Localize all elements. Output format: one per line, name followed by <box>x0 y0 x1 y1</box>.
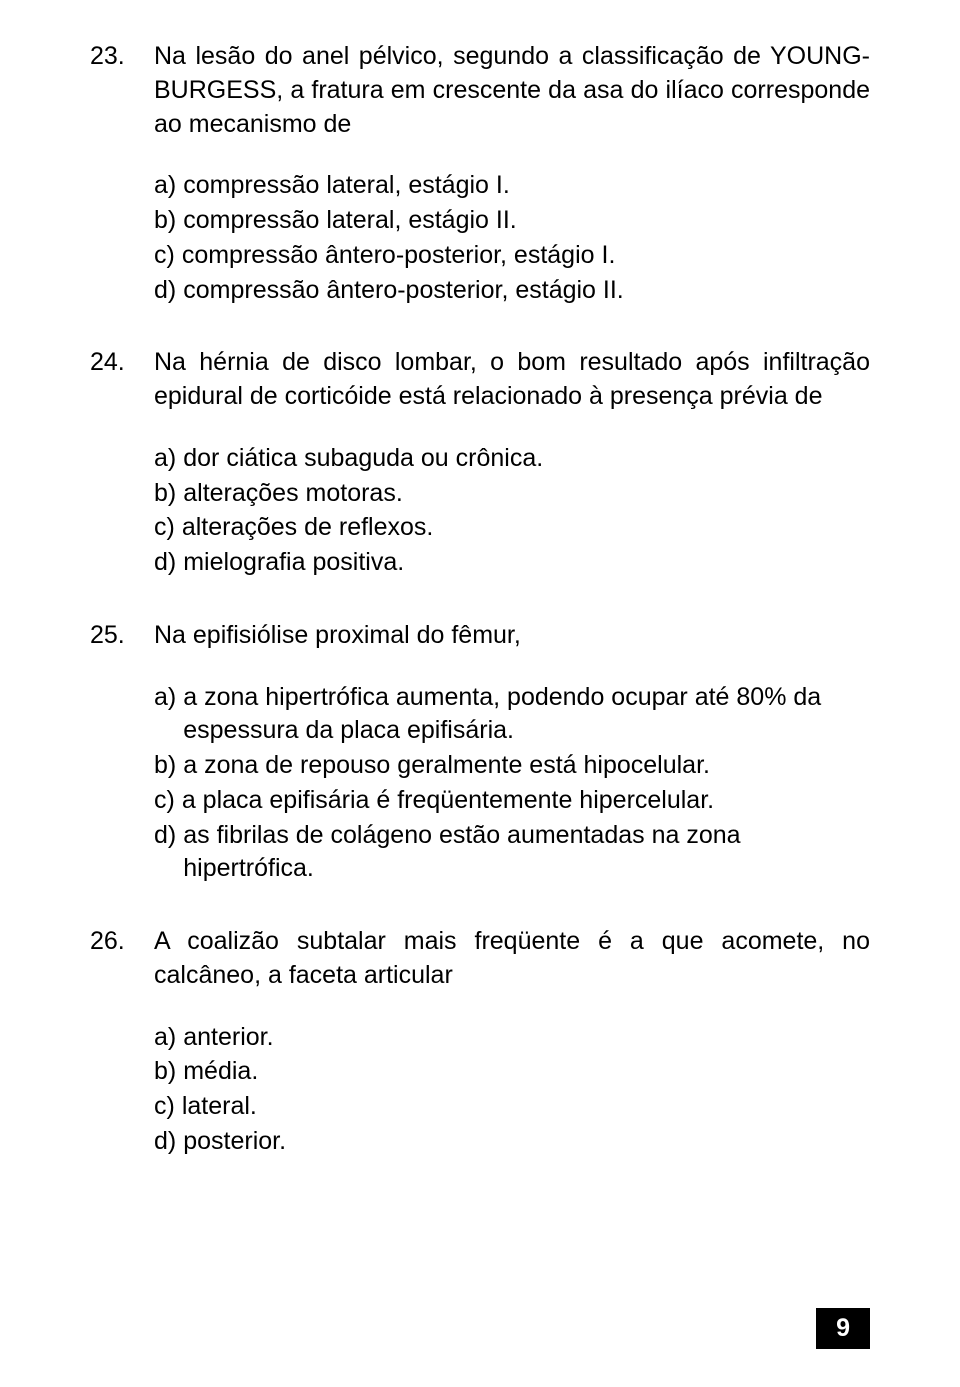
question-block: 23. Na lesão do anel pélvico, segundo a … <box>90 40 870 308</box>
question-body: Na lesão do anel pélvico, segundo a clas… <box>154 40 870 308</box>
page-number: 9 <box>816 1308 870 1349</box>
question-body: A coalizão subtalar mais freqüente é a q… <box>154 925 870 1160</box>
question-stem: Na hérnia de disco lombar, o bom resulta… <box>154 346 870 414</box>
option-label: d) <box>154 274 176 308</box>
option-text: compressão lateral, estágio I. <box>176 169 870 203</box>
options-list: a) dor ciática subaguda ou crônica. b) a… <box>154 442 870 580</box>
question-number: 26. <box>90 925 154 1160</box>
option-item: c) compressão ântero-posterior, estágio … <box>154 239 870 273</box>
option-label: a) <box>154 1021 176 1055</box>
option-item: c) lateral. <box>154 1090 870 1124</box>
option-text: anterior. <box>176 1021 870 1055</box>
option-item: b) alterações motoras. <box>154 477 870 511</box>
page-content: 23. Na lesão do anel pélvico, segundo a … <box>0 0 960 1160</box>
question-number: 24. <box>90 346 154 581</box>
option-text: alterações motoras. <box>176 477 870 511</box>
option-item: a) anterior. <box>154 1021 870 1055</box>
option-text: a zona hipertrófica aumenta, podendo ocu… <box>176 681 870 749</box>
option-item: a) dor ciática subaguda ou crônica. <box>154 442 870 476</box>
option-label: c) <box>154 784 175 818</box>
option-item: a) compressão lateral, estágio I. <box>154 169 870 203</box>
option-text: a zona de repouso geralmente está hipoce… <box>176 749 870 783</box>
question-block: 26. A coalizão subtalar mais freqüente é… <box>90 925 870 1160</box>
option-label: a) <box>154 681 176 749</box>
options-list: a) anterior. b) média. c) lateral. d) po… <box>154 1021 870 1159</box>
question-body: Na epifisiólise proximal do fêmur, a) a … <box>154 619 870 887</box>
option-item: c) a placa epifisária é freqüentemente h… <box>154 784 870 818</box>
option-item: d) compressão ântero-posterior, estágio … <box>154 274 870 308</box>
option-label: c) <box>154 511 175 545</box>
option-item: b) a zona de repouso geralmente está hip… <box>154 749 870 783</box>
option-text: compressão lateral, estágio II. <box>176 204 870 238</box>
question-block: 25. Na epifisiólise proximal do fêmur, a… <box>90 619 870 887</box>
option-text: média. <box>176 1055 870 1089</box>
option-label: b) <box>154 1055 176 1089</box>
option-label: b) <box>154 477 176 511</box>
option-text: mielografia positiva. <box>176 546 870 580</box>
question-body: Na hérnia de disco lombar, o bom resulta… <box>154 346 870 581</box>
question-number: 25. <box>90 619 154 887</box>
option-item: c) alterações de reflexos. <box>154 511 870 545</box>
question-number: 23. <box>90 40 154 308</box>
option-label: d) <box>154 819 176 887</box>
option-text: posterior. <box>176 1125 870 1159</box>
question-stem: Na lesão do anel pélvico, segundo a clas… <box>154 40 870 141</box>
question-stem: Na epifisiólise proximal do fêmur, <box>154 619 870 653</box>
option-label: d) <box>154 546 176 580</box>
option-text: lateral. <box>175 1090 870 1124</box>
option-item: b) média. <box>154 1055 870 1089</box>
options-list: a) a zona hipertrófica aumenta, podendo … <box>154 681 870 887</box>
option-text: compressão ântero-posterior, estágio I. <box>175 239 870 273</box>
option-label: a) <box>154 169 176 203</box>
option-text: alterações de reflexos. <box>175 511 870 545</box>
option-label: d) <box>154 1125 176 1159</box>
option-item: d) as fibrilas de colágeno estão aumenta… <box>154 819 870 887</box>
question-block: 24. Na hérnia de disco lombar, o bom res… <box>90 346 870 581</box>
option-label: b) <box>154 749 176 783</box>
option-item: d) mielografia positiva. <box>154 546 870 580</box>
option-text: as fibrilas de colágeno estão aumentadas… <box>176 819 870 887</box>
question-stem: A coalizão subtalar mais freqüente é a q… <box>154 925 870 993</box>
option-label: c) <box>154 239 175 273</box>
option-label: b) <box>154 204 176 238</box>
option-label: a) <box>154 442 176 476</box>
option-text: compressão ântero-posterior, estágio II. <box>176 274 870 308</box>
option-label: c) <box>154 1090 175 1124</box>
option-text: dor ciática subaguda ou crônica. <box>176 442 870 476</box>
option-item: b) compressão lateral, estágio II. <box>154 204 870 238</box>
option-text: a placa epifisária é freqüentemente hipe… <box>175 784 870 818</box>
options-list: a) compressão lateral, estágio I. b) com… <box>154 169 870 307</box>
option-item: d) posterior. <box>154 1125 870 1159</box>
option-item: a) a zona hipertrófica aumenta, podendo … <box>154 681 870 749</box>
